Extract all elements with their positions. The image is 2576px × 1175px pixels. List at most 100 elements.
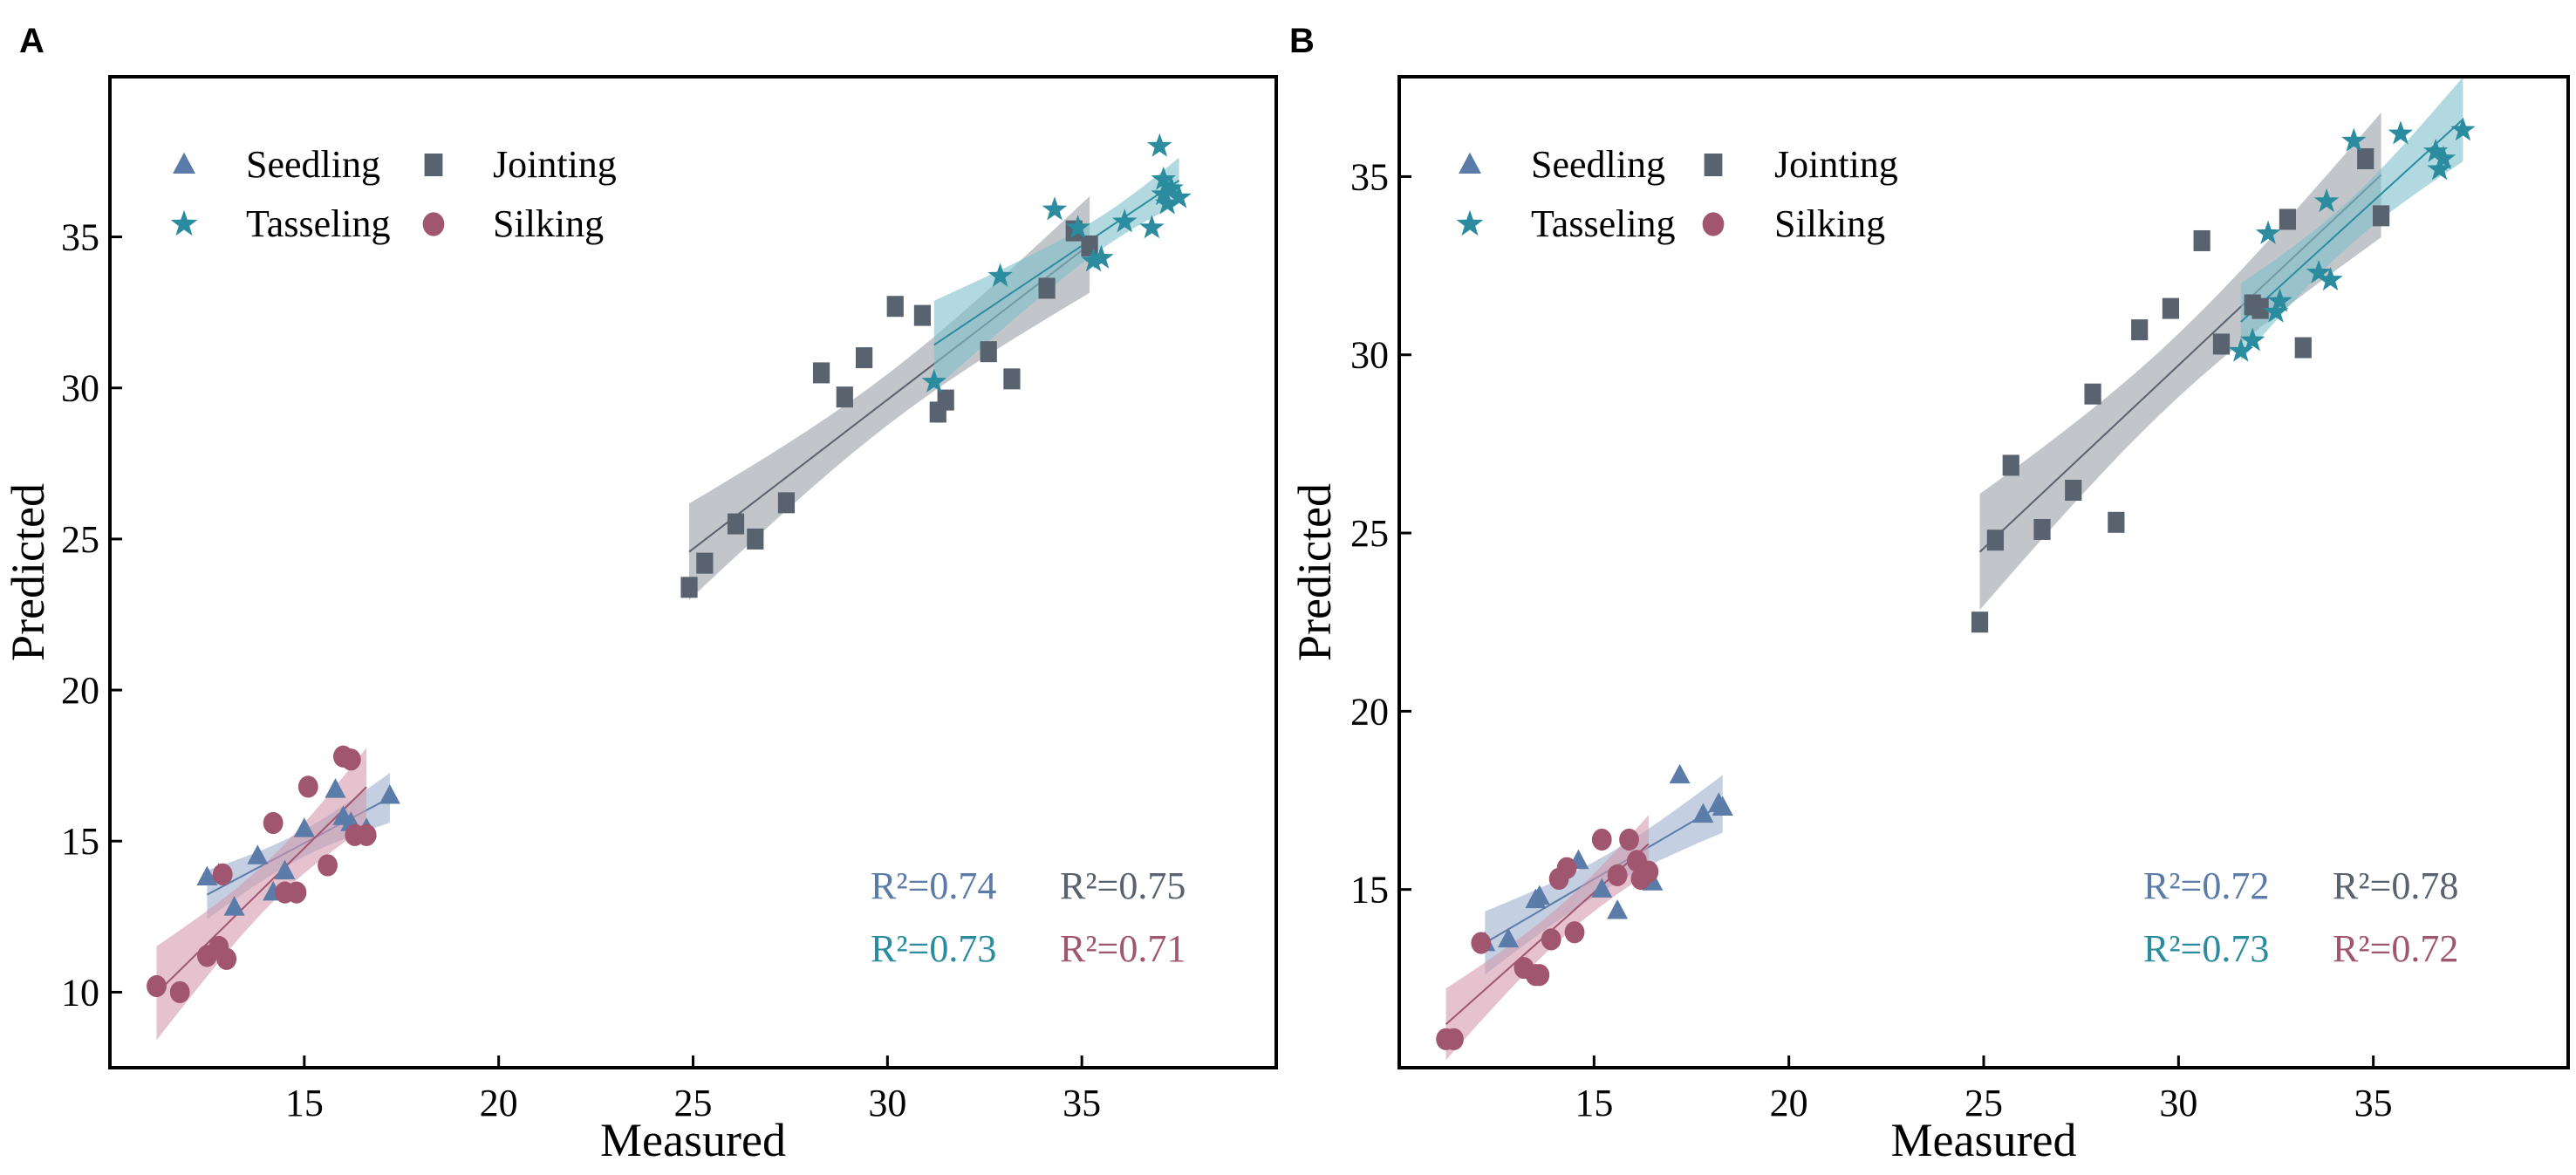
data-point-silking: [147, 974, 167, 998]
data-point-tasseling: [2388, 120, 2414, 145]
data-point-tasseling: [2267, 288, 2292, 312]
data-point-jointing: [696, 552, 714, 574]
data-point-tasseling: [2427, 156, 2452, 181]
panel-b: B 15 20 25 30 35 15 20 25 30 35 Measured Predicted Se…: [1288, 22, 2570, 1166]
legend-marker-seedling: [1459, 152, 1481, 174]
legend-marker-tasseling: [170, 209, 198, 236]
data-point-jointing: [855, 347, 873, 369]
data-point-silking: [1591, 828, 1612, 851]
data-point-jointing: [2357, 147, 2374, 169]
legend-label-jointing: Jointing: [1774, 143, 1898, 186]
data-point-silking: [1607, 864, 1628, 886]
data-point-silking: [1638, 860, 1659, 883]
data-point-jointing: [886, 296, 904, 318]
data-point-silking: [1444, 1028, 1464, 1050]
series-tasseling: [2228, 117, 2476, 362]
data-point-seedling: [332, 805, 354, 825]
x-tick-label: 15: [1575, 1082, 1613, 1124]
data-point-jointing: [980, 341, 997, 363]
data-point-tasseling: [1081, 248, 1106, 272]
data-point-jointing: [2002, 454, 2019, 476]
y-tick-label: 20: [61, 669, 99, 712]
y-tick-label: 10: [61, 971, 99, 1014]
data-point-seedling: [1669, 763, 1691, 784]
data-point-tasseling: [1065, 215, 1090, 239]
y-tick-label: 20: [1350, 690, 1389, 733]
data-point-seedling: [1607, 899, 1629, 919]
regression-line-silking: [155, 786, 367, 994]
x-tick-label: 20: [1770, 1082, 1808, 1124]
data-point-tasseling: [2263, 298, 2289, 323]
r2-annotation-seedling: R²=0.74: [871, 864, 996, 907]
data-point-tasseling: [1111, 208, 1138, 233]
series-jointing: [680, 220, 1098, 598]
data-point-tasseling: [987, 263, 1013, 287]
data-point-silking: [1529, 964, 1550, 987]
data-point-jointing: [812, 362, 830, 384]
x-tick-label: 35: [1063, 1082, 1101, 1124]
data-point-silking: [1471, 932, 1492, 954]
data-point-silking: [1541, 928, 1561, 951]
panel-label: B: [1289, 22, 1315, 60]
data-point-tasseling: [1089, 244, 1114, 269]
data-point-jointing: [680, 577, 698, 598]
x-tick-label: 30: [2159, 1082, 2197, 1124]
data-point-jointing: [2162, 297, 2179, 319]
data-point-silking: [1556, 857, 1577, 879]
y-tick-label: 15: [1350, 869, 1389, 912]
regression-line-tasseling: [933, 180, 1180, 346]
legend-label-seedling: Seedling: [1531, 143, 1665, 186]
data-point-tasseling: [2318, 266, 2343, 291]
data-point-jointing: [2033, 518, 2051, 540]
series-silking: [147, 745, 377, 1004]
data-point-tasseling: [2228, 338, 2254, 362]
data-point-silking: [297, 775, 318, 798]
data-point-tasseling: [2306, 259, 2332, 284]
legend-label-tasseling: Tasseling: [1531, 202, 1676, 245]
data-point-seedling: [1528, 885, 1550, 905]
y-tick-label: 35: [1350, 155, 1389, 198]
data-point-seedling: [379, 784, 400, 804]
series-seedling: [1474, 763, 1733, 952]
legend-marker-jointing: [1704, 154, 1723, 176]
y-tick-label: 30: [1350, 334, 1389, 377]
data-point-jointing: [836, 386, 853, 408]
data-point-jointing: [2131, 319, 2149, 341]
series-jointing: [1971, 147, 2390, 633]
data-point-jointing: [2279, 208, 2296, 230]
data-point-jointing: [777, 492, 796, 514]
data-point-silking: [1619, 828, 1639, 851]
legend-label-silking: Silking: [1774, 202, 1885, 245]
x-tick-label: 20: [480, 1082, 518, 1124]
r2-annotation-jointing: R²=0.75: [1060, 864, 1186, 907]
y-tick-label: 15: [61, 820, 99, 863]
panel-a: A 15 20 25 30 35 10 15 20 25 30 35 Measured Predicted…: [2, 22, 1278, 1166]
data-point-seedling: [1712, 796, 1733, 816]
data-point-tasseling: [1154, 190, 1180, 215]
data-point-seedling: [1692, 803, 1714, 823]
data-point-jointing: [1003, 368, 1021, 390]
confidence-band-tasseling: [933, 157, 1179, 390]
data-point-jointing: [1038, 277, 1056, 299]
data-point-jointing: [937, 389, 954, 411]
data-point-tasseling: [1147, 133, 1172, 157]
data-point-jointing: [2193, 229, 2210, 251]
data-point-tasseling: [2313, 188, 2340, 213]
legend-marker-jointing: [424, 154, 443, 176]
x-tick-label: 15: [285, 1082, 324, 1124]
panel-label: A: [19, 22, 44, 60]
r2-annotation-tasseling: R²=0.73: [2143, 927, 2269, 970]
data-point-jointing: [1081, 235, 1098, 256]
data-point-jointing: [2212, 333, 2231, 355]
data-point-silking: [263, 811, 284, 835]
y-axis-label: Predicted: [1288, 483, 1341, 661]
confidence-band-tasseling: [2240, 77, 2463, 361]
r2-annotation-silking: R²=0.71: [1060, 927, 1186, 970]
data-point-seedling: [1498, 927, 1520, 948]
data-point-jointing: [747, 528, 764, 550]
data-point-silking: [216, 947, 237, 970]
y-tick-label: 25: [1350, 512, 1389, 555]
confidence-band-silking: [156, 748, 367, 1041]
